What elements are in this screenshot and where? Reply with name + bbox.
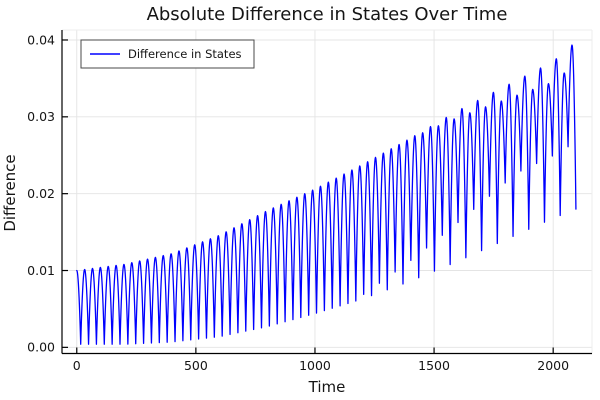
x-tick-label: 1000 — [299, 358, 331, 373]
y-tick-label: 0.00 — [27, 340, 55, 355]
tick-marks — [62, 39, 554, 354]
x-axis-label: Time — [308, 378, 346, 396]
y-tick-labels: 0.00 0.01 0.02 0.03 0.04 — [27, 32, 55, 354]
y-axis-label: Difference — [1, 154, 19, 231]
x-tick-label: 500 — [184, 358, 208, 373]
y-tick-label: 0.02 — [27, 186, 55, 201]
gridlines — [62, 30, 592, 354]
y-tick-label: 0.03 — [27, 109, 55, 124]
y-tick-label: 0.04 — [27, 32, 55, 47]
axis-frame — [61, 29, 593, 355]
y-tick-label: 0.01 — [27, 263, 55, 278]
x-tick-label: 0 — [73, 358, 81, 373]
legend: Difference in States — [80, 39, 255, 69]
x-tick-label: 2000 — [537, 358, 569, 373]
legend-label: Difference in States — [128, 47, 242, 61]
chart-title: Absolute Difference in States Over Time — [147, 4, 508, 25]
x-tick-label: 1500 — [418, 358, 450, 373]
series-difference-line — [76, 44, 577, 345]
x-tick-labels: 0 500 1000 1500 2000 — [73, 358, 569, 373]
